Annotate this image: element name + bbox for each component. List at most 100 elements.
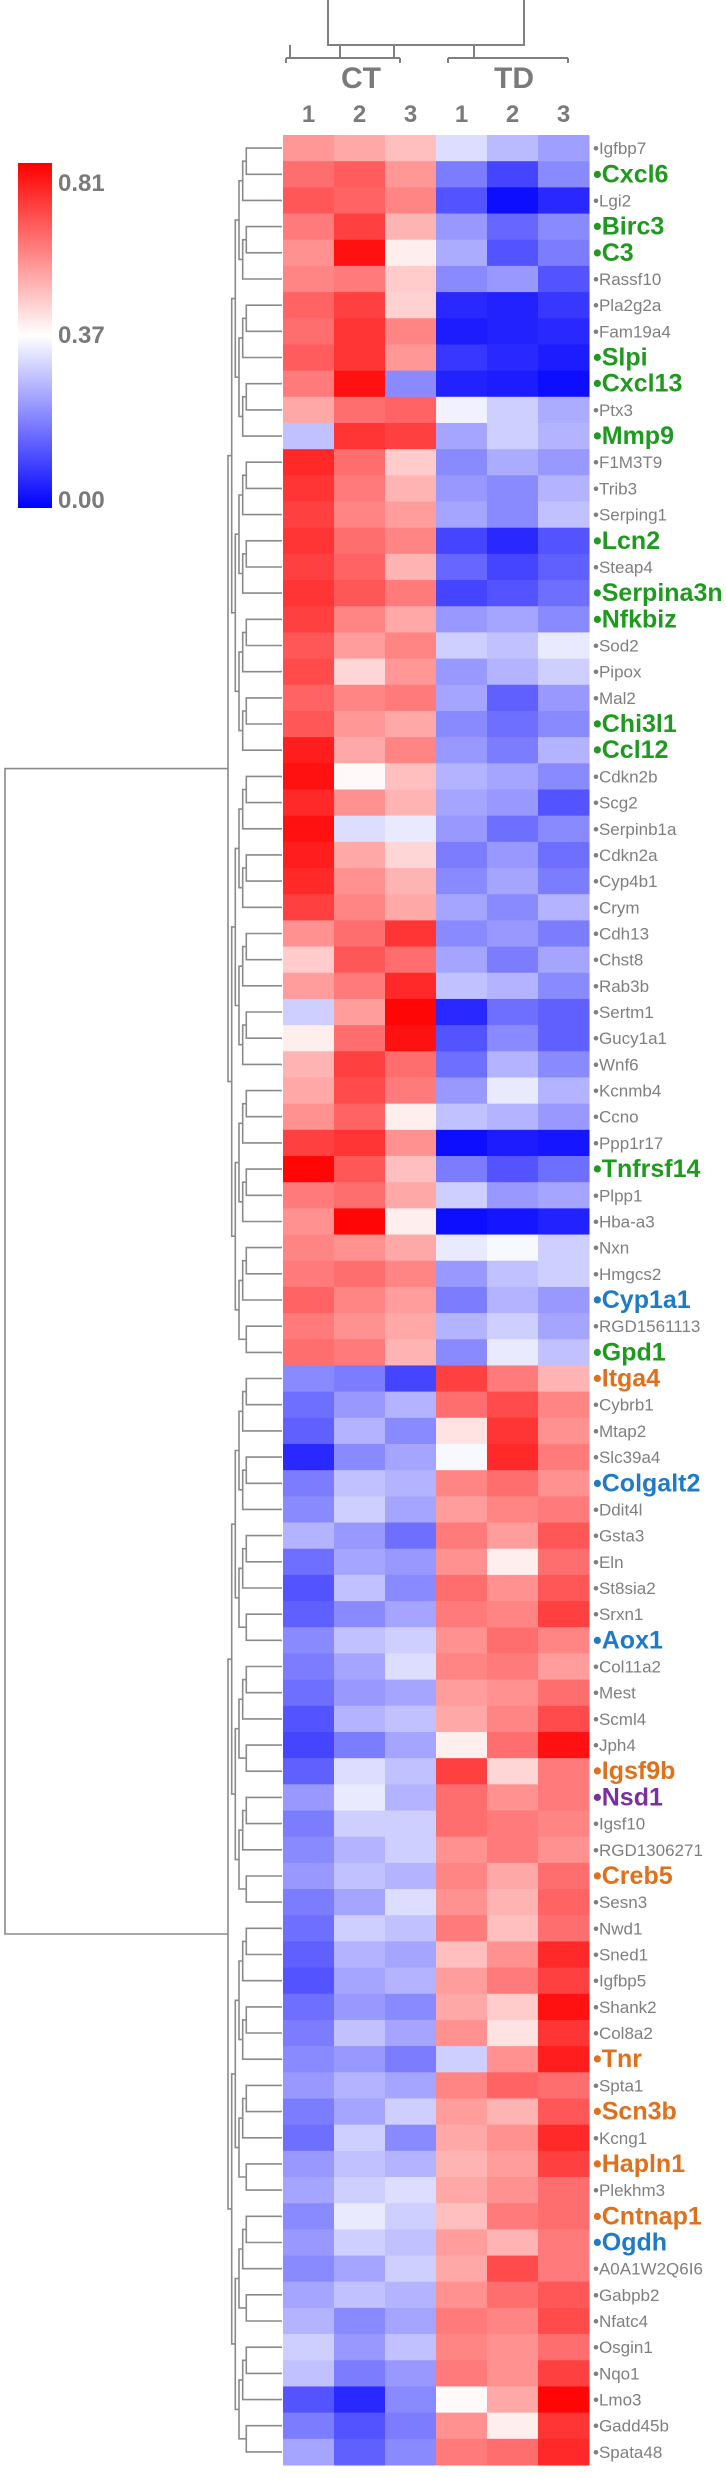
heatmap-cell (283, 2412, 335, 2440)
gene-label: •Mmp9 (593, 422, 674, 450)
gene-label: •Cyp4b1 (593, 872, 658, 891)
heatmap-cell (436, 920, 488, 948)
dendrogram-branch (245, 1613, 282, 1642)
heatmap-cell (283, 213, 335, 241)
heatmap-cell (538, 265, 590, 293)
heatmap-cell (334, 1915, 386, 1942)
gene-label: •RGD1306271 (593, 1841, 703, 1860)
heatmap-cell (538, 2072, 590, 2099)
heatmap-cell (538, 1339, 590, 1366)
heatmap-cell (334, 2150, 386, 2178)
heatmap-cell (385, 1234, 437, 1262)
heatmap-cell (436, 475, 488, 503)
heatmap-cell (283, 2098, 335, 2126)
column-label: 3 (404, 101, 417, 128)
heatmap-cell (385, 763, 437, 790)
heatmap-cell (436, 213, 488, 241)
heatmap-cell (385, 1339, 437, 1366)
heatmap-cell (283, 1182, 335, 1209)
heatmap-cell (283, 1129, 335, 1157)
gene-label: •Pla2g2a (593, 296, 662, 315)
heatmap-cell (334, 553, 386, 581)
heatmap-cell (385, 161, 437, 188)
dendrogram-branch (245, 1377, 282, 1406)
column-label: 1 (302, 101, 315, 128)
heatmap-cell (334, 2203, 386, 2230)
heatmap-cell (487, 1653, 539, 1681)
heatmap-cell (385, 1574, 437, 1602)
heatmap-cell (283, 1286, 335, 1314)
heatmap-cell (487, 1156, 539, 1183)
heatmap-cell (538, 946, 590, 974)
heatmap-cell (436, 1993, 488, 2021)
dendrogram-branch (245, 540, 282, 568)
heatmap-cell (487, 2360, 539, 2387)
heatmap-cell (334, 580, 386, 607)
heatmap-cell (538, 1182, 590, 1209)
heatmap-cell (334, 1470, 386, 1497)
heatmap-cell (538, 1129, 590, 1157)
heatmap-cell (436, 1627, 488, 1654)
gene-label: •St8sia2 (593, 1579, 656, 1598)
group-label-ct: CT (341, 62, 381, 95)
dendrogram-branch (245, 2346, 282, 2375)
heatmap-cell (283, 370, 335, 398)
heatmap-cell (385, 501, 437, 529)
heatmap-cell (283, 1705, 335, 1733)
gene-label: •Mest (593, 1684, 636, 1703)
dendrogram-branch (234, 219, 239, 378)
heatmap-cell (283, 606, 335, 633)
heatmap-cell (487, 1025, 539, 1052)
heatmap-cell (487, 1574, 539, 1602)
heatmap-cell (334, 344, 386, 372)
heatmap-cell (385, 1313, 437, 1340)
heatmap-cell (487, 1627, 539, 1654)
heatmap-cell (385, 815, 437, 843)
column-label: 2 (353, 101, 366, 128)
heatmap-cell (334, 1182, 386, 1209)
heatmap-cell (538, 868, 590, 895)
heatmap-cell (487, 2307, 539, 2335)
heatmap-cell (436, 2307, 488, 2335)
heatmap-cell (283, 658, 335, 686)
heatmap-cell (436, 1705, 488, 1733)
dendrogram-branch (241, 945, 282, 987)
heatmap-cell (283, 1103, 335, 1131)
heatmap-cell (487, 1077, 539, 1105)
heatmap-cell (487, 2150, 539, 2178)
gene-label: •Ptx3 (593, 401, 633, 420)
gene-label: •Spta1 (593, 2076, 643, 2095)
heatmap-cell (334, 396, 386, 424)
dendrogram-branch (241, 238, 282, 280)
heatmap-cell (487, 1810, 539, 1838)
heatmap-cell (385, 527, 437, 555)
heatmap-cell (538, 292, 590, 319)
dendrogram-root (4, 767, 228, 1935)
gene-label: •Nfkbiz (593, 605, 677, 633)
heatmap-cell (436, 1941, 488, 1969)
heatmap-cell (538, 2412, 590, 2440)
heatmap-cell (334, 318, 386, 345)
heatmap-cell (385, 1548, 437, 1576)
heatmap-cell (436, 161, 488, 188)
heatmap-cell (487, 422, 539, 450)
dendrogram-branch (241, 867, 282, 909)
heatmap-cell (283, 1443, 335, 1471)
heatmap-cell (487, 2229, 539, 2257)
heatmap-cell (334, 1810, 386, 1838)
gene-label: •Tnfrsf14 (593, 1155, 700, 1183)
heatmap-cell (538, 632, 590, 660)
heatmap-cell (538, 318, 590, 345)
heatmap-cell (436, 292, 488, 319)
heatmap-cell (487, 1915, 539, 1942)
heatmap-cell (538, 580, 590, 607)
heatmap-cell (334, 1443, 386, 1471)
heatmap-cell (334, 2098, 386, 2126)
heatmap-cell (487, 1051, 539, 1078)
heatmap-cell (487, 396, 539, 424)
heatmap-cell (385, 2098, 437, 2126)
heatmap-cell (385, 920, 437, 948)
heatmap-cell (538, 2124, 590, 2152)
dendrogram-branch (245, 854, 282, 882)
heatmap-cell (436, 553, 488, 581)
